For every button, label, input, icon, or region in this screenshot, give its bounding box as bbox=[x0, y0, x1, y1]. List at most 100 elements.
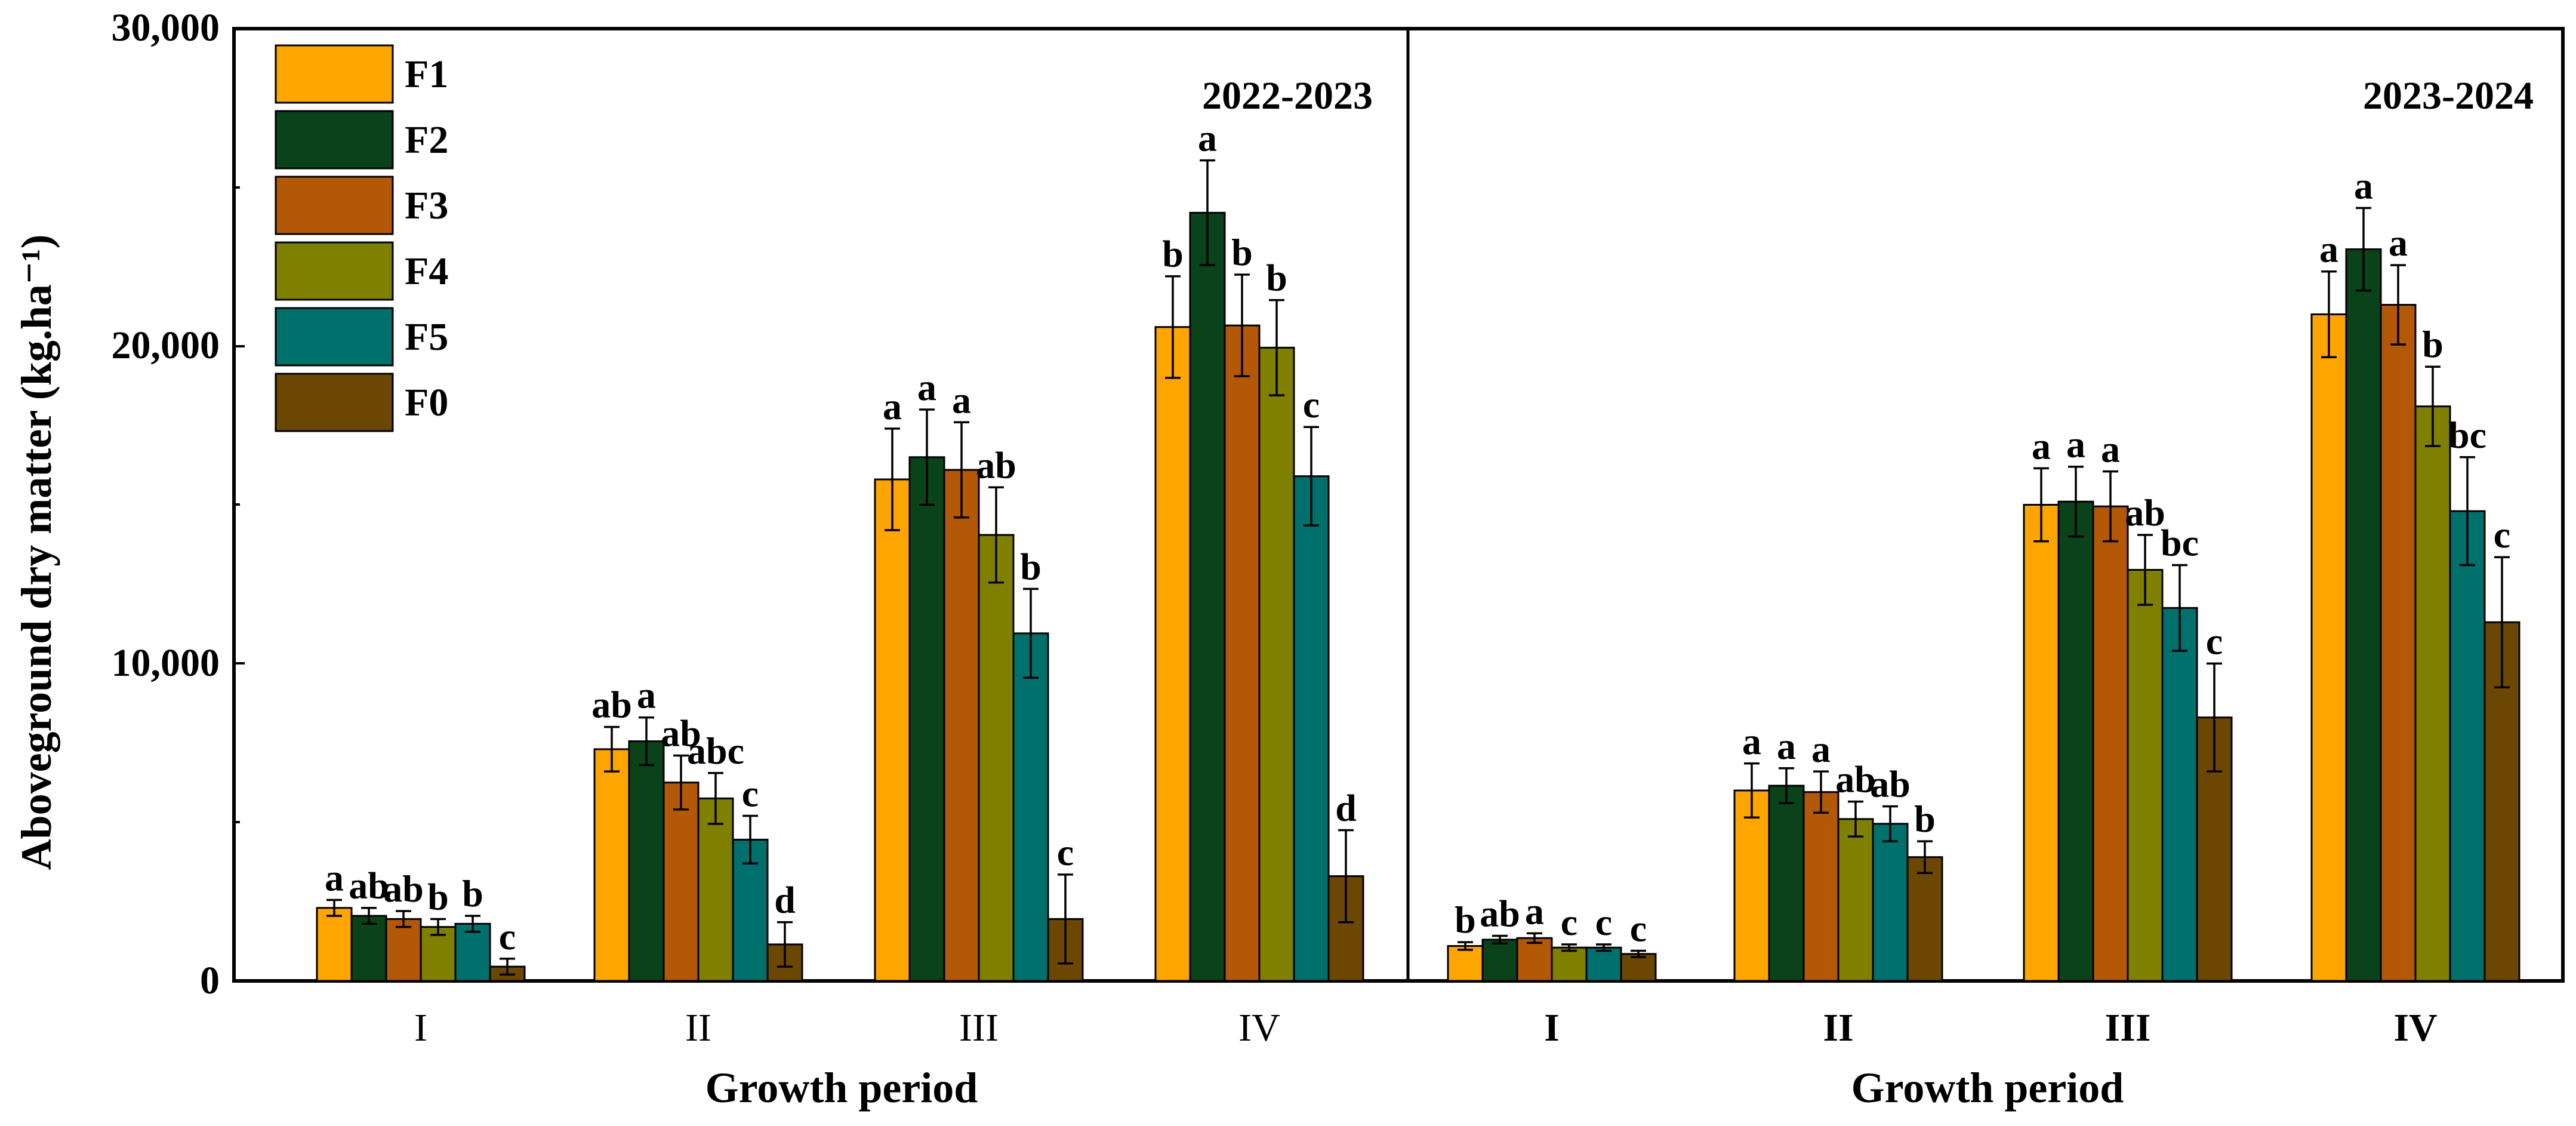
sig-letter-p2-I-F1: b bbox=[1455, 899, 1476, 941]
x-tick-label-p2-III: III bbox=[2104, 1006, 2150, 1050]
error-bar-p2-II-F5 bbox=[1882, 805, 1898, 842]
sig-letter-p1-II-F5: c bbox=[742, 773, 759, 815]
sig-letter-p1-III-F3: a bbox=[952, 379, 971, 421]
bar-p2-III-F0 bbox=[2196, 716, 2233, 982]
bar-p2-III-F3 bbox=[2092, 505, 2129, 982]
legend-swatch-f0 bbox=[275, 373, 394, 432]
legend-label-f5: F5 bbox=[405, 315, 448, 359]
x-tick-label-p1-IV: IV bbox=[1238, 1006, 1280, 1050]
error-bar-p1-I-F1 bbox=[326, 899, 342, 917]
x-tick-label-p1-I: I bbox=[414, 1006, 427, 1050]
bar-p1-II-F4 bbox=[697, 797, 734, 982]
bar-p2-I-F4 bbox=[1551, 946, 1588, 982]
error-bar-p1-III-F3 bbox=[954, 421, 969, 519]
bar-p2-III-F1 bbox=[2023, 504, 2060, 982]
error-bar-p1-II-F3 bbox=[673, 754, 689, 811]
error-bar-p1-I-F3 bbox=[396, 910, 411, 928]
sig-letter-p2-III-F1: a bbox=[2032, 424, 2051, 467]
error-bar-p1-III-F4 bbox=[988, 486, 1004, 584]
error-bar-p1-II-F1 bbox=[604, 725, 620, 773]
error-bar-p2-IV-F5 bbox=[2460, 456, 2475, 567]
bar-p1-IV-F2 bbox=[1189, 211, 1226, 982]
error-bar-p2-II-F3 bbox=[1813, 770, 1829, 814]
bar-p1-II-F2 bbox=[628, 740, 665, 982]
bar-p2-IV-F2 bbox=[2345, 248, 2382, 982]
sig-letter-p2-II-F1: a bbox=[1742, 720, 1761, 762]
sig-letter-p1-IV-F4: b bbox=[1266, 257, 1287, 299]
x-tick-label-p1-III: III bbox=[959, 1006, 999, 1050]
y-tick-label-3: 30,000 bbox=[112, 6, 220, 50]
bar-p1-IV-F3 bbox=[1224, 324, 1261, 982]
legend-label-f4: F4 bbox=[405, 250, 448, 293]
sig-letter-p1-IV-F3: b bbox=[1231, 231, 1253, 273]
error-bar-p2-III-F3 bbox=[2103, 470, 2118, 543]
error-bar-p2-II-F0 bbox=[1917, 840, 1933, 874]
error-bar-p2-IV-F3 bbox=[2390, 264, 2406, 346]
x-tick-label-p1-II: II bbox=[685, 1006, 711, 1050]
bar-p1-II-F1 bbox=[593, 748, 630, 982]
sig-letter-p1-I-F4: b bbox=[427, 875, 449, 918]
sig-letter-p1-I-F0: c bbox=[499, 915, 516, 958]
x-tick-label-p2-II: II bbox=[1823, 1006, 1853, 1050]
sig-letter-p2-III-F3: a bbox=[2101, 428, 2120, 470]
bar-p2-IV-F4 bbox=[2414, 405, 2451, 982]
bar-p1-IV-F5 bbox=[1293, 475, 1330, 982]
sig-letter-p1-II-F4: abc bbox=[687, 730, 744, 772]
error-bar-p2-IV-F1 bbox=[2321, 270, 2337, 359]
legend-label-f2: F2 bbox=[405, 118, 448, 162]
legend-swatch-f3 bbox=[275, 176, 394, 235]
sig-letter-p2-III-F0: c bbox=[2206, 620, 2223, 662]
error-bar-p2-I-F4 bbox=[1561, 943, 1577, 952]
error-bar-p2-II-F4 bbox=[1848, 800, 1863, 838]
error-bar-p1-II-F5 bbox=[742, 814, 758, 865]
bar-p1-III-F2 bbox=[908, 456, 945, 982]
bar-p1-II-F3 bbox=[663, 782, 700, 982]
bar-p1-III-F5 bbox=[1012, 632, 1049, 982]
error-bar-p1-I-F4 bbox=[430, 918, 446, 936]
sig-letter-p1-III-F2: a bbox=[917, 366, 936, 408]
error-bar-p2-I-F3 bbox=[1527, 932, 1542, 944]
sig-letter-p1-I-F5: b bbox=[462, 872, 483, 915]
bar-p2-II-F0 bbox=[1906, 856, 1943, 982]
bar-p2-III-F4 bbox=[2127, 568, 2164, 982]
sig-letter-p2-II-F5: ab bbox=[1870, 763, 1911, 805]
error-bar-p1-IV-F3 bbox=[1234, 273, 1250, 377]
sig-letter-p2-I-F4: c bbox=[1561, 901, 1577, 943]
sig-letter-p1-II-F0: d bbox=[774, 879, 796, 921]
y-tick-label-2: 20,000 bbox=[112, 324, 220, 367]
legend-label-f1: F1 bbox=[405, 53, 448, 96]
bar-p1-IV-F4 bbox=[1258, 346, 1295, 982]
error-bar-p2-IV-F2 bbox=[2356, 207, 2371, 292]
y-tick-label-1: 10,000 bbox=[112, 641, 220, 685]
error-bar-p1-I-F2 bbox=[361, 906, 377, 925]
bar-p2-IV-F1 bbox=[2310, 313, 2347, 982]
bar-p2-III-F5 bbox=[2161, 607, 2198, 982]
bar-p1-I-F1 bbox=[316, 907, 353, 982]
error-bar-p1-IV-F5 bbox=[1304, 426, 1319, 527]
x-tick-label-p2-IV: IV bbox=[2393, 1006, 2437, 1050]
sig-letter-p2-IV-F1: a bbox=[2319, 228, 2338, 270]
sig-letter-p2-IV-F3: a bbox=[2389, 221, 2408, 264]
error-bar-p2-II-F2 bbox=[1779, 767, 1794, 805]
sig-letter-p1-II-F1: ab bbox=[591, 684, 632, 726]
sig-letter-p2-IV-F5: bc bbox=[2448, 414, 2486, 456]
sig-letter-p2-III-F2: a bbox=[2066, 423, 2085, 466]
sig-letter-p1-IV-F0: d bbox=[1335, 786, 1357, 829]
y-axis-label: Aboveground dry matter (kg.ha⁻¹) bbox=[13, 235, 60, 870]
error-bar-p2-I-F5 bbox=[1596, 943, 1611, 952]
sig-letter-p1-II-F3: ab bbox=[661, 712, 701, 755]
error-bar-p1-I-F0 bbox=[500, 958, 515, 976]
sig-letter-p1-I-F2: ab bbox=[349, 865, 389, 907]
bar-p1-III-F3 bbox=[943, 469, 980, 982]
x-axis-label-panel-1: Growth period bbox=[705, 1064, 978, 1112]
error-bar-p2-III-F0 bbox=[2207, 662, 2222, 773]
bar-p2-IV-F5 bbox=[2449, 510, 2486, 982]
error-bar-p2-III-F5 bbox=[2172, 564, 2187, 652]
x-axis-label-panel-2: Growth period bbox=[1851, 1064, 2124, 1112]
error-bar-p2-IV-F4 bbox=[2425, 365, 2441, 447]
sig-letter-p2-I-F3: a bbox=[1525, 890, 1544, 932]
sig-letter-p1-II-F2: a bbox=[637, 674, 656, 716]
bar-p2-I-F1 bbox=[1447, 945, 1484, 982]
sig-letter-p2-III-F4: ab bbox=[2125, 491, 2165, 534]
